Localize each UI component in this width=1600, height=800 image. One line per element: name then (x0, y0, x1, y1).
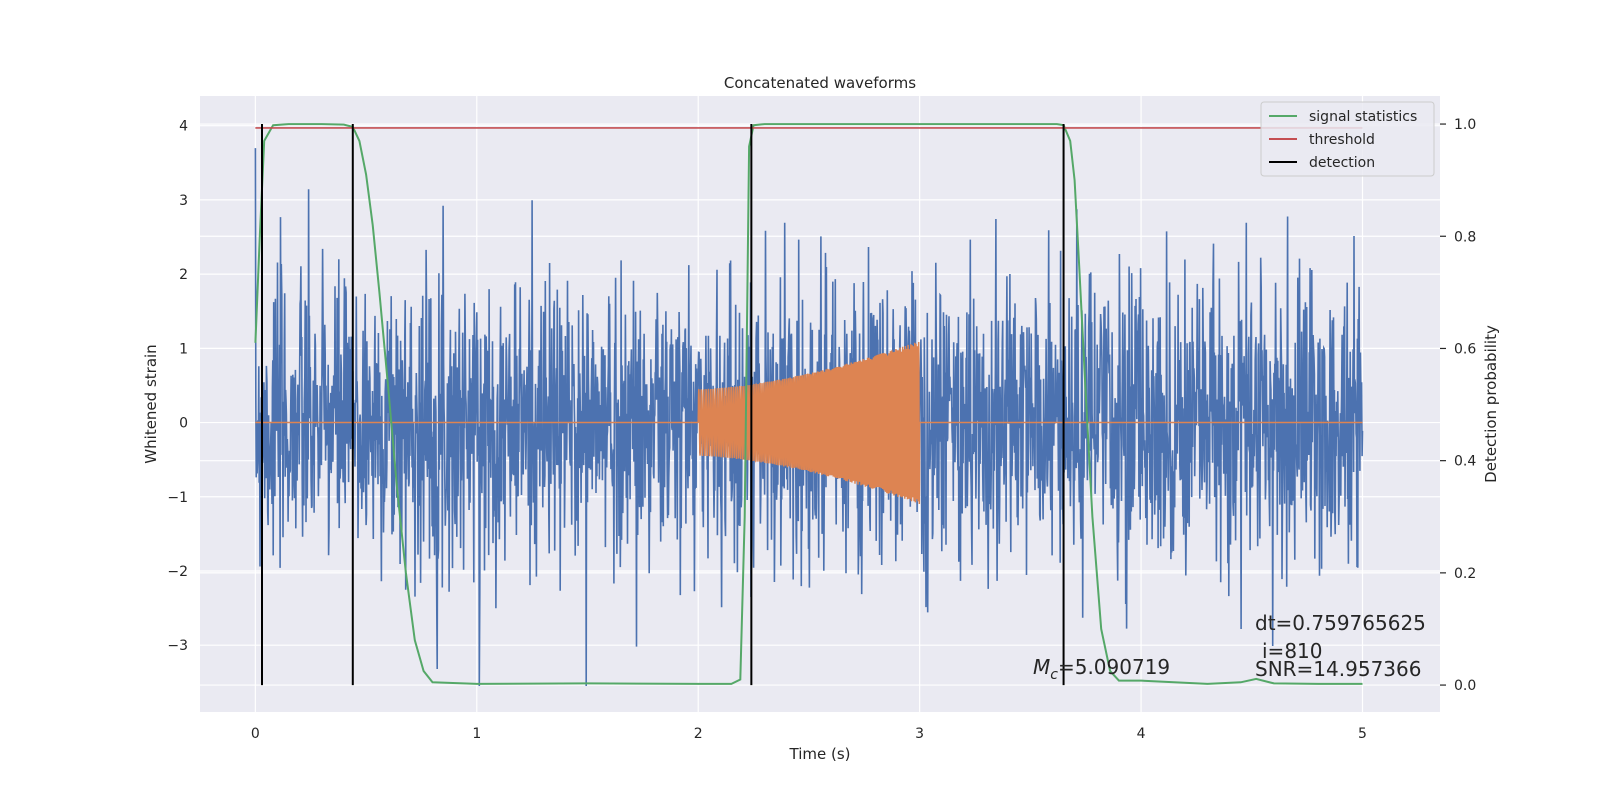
legend-label-threshold: threshold (1309, 132, 1375, 148)
y2-tick-label-1: 0.2 (1454, 566, 1476, 582)
legend-label-detection: detection (1309, 155, 1375, 171)
chirp-mass-annotation: Mc=5.090719 (1033, 655, 1170, 683)
plot-content (254, 123, 1364, 687)
x-axis-label: Time (s) (789, 745, 851, 763)
y-tick-label-1: −2 (167, 564, 188, 580)
injected-waveform-series (255, 341, 1363, 505)
y-tick-label-0: −3 (167, 638, 188, 654)
y2-axis-ticks: 0.0 0.2 0.4 0.6 0.8 1.0 (1440, 117, 1476, 694)
y-axis-label: Whitened strain (142, 344, 160, 463)
y2-axis-label: Detection probability (1482, 325, 1500, 483)
y-tick-label-7: 4 (179, 119, 188, 135)
dt-annotation: dt=0.759765625 (1255, 611, 1426, 635)
chirp-mass-value: =5.090719 (1058, 655, 1170, 679)
detection-lines (261, 124, 1065, 686)
legend: signal statistics threshold detection (1260, 101, 1435, 177)
legend-box (1260, 101, 1435, 177)
y-tick-label-5: 2 (179, 267, 188, 283)
signal-statistics-series (254, 123, 1363, 685)
y2-tick-label-3: 0.6 (1454, 341, 1476, 357)
y2-tick-label-4: 0.8 (1454, 229, 1476, 245)
x-tick-label-4: 4 (1137, 726, 1146, 742)
x-tick-label-3: 3 (915, 726, 924, 742)
x-tick-label-5: 5 (1358, 726, 1367, 742)
y2-tick-label-2: 0.4 (1454, 454, 1476, 470)
y-tick-label-6: 3 (179, 193, 188, 209)
snr-annotation: SNR=14.957366 (1255, 657, 1421, 681)
chirp-mass-symbol: M (1033, 655, 1050, 679)
x-tick-label-0: 0 (251, 726, 260, 742)
y2-tick-label-5: 1.0 (1454, 117, 1476, 133)
x-axis-ticks: 0 1 2 3 4 5 (251, 726, 1367, 742)
index-annotation: i=810 (1262, 639, 1323, 663)
x-tick-label-1: 1 (472, 726, 481, 742)
y-tick-label-4: 1 (179, 341, 188, 357)
legend-label-signal: signal statistics (1309, 109, 1417, 125)
y2-tick-label-0: 0.0 (1454, 678, 1476, 694)
chart-title: Concatenated waveforms (724, 74, 916, 92)
y-tick-label-2: −1 (167, 490, 188, 506)
chirp-mass-subscript: c (1050, 667, 1058, 683)
strain-series (254, 148, 1364, 687)
x-tick-label-2: 2 (694, 726, 703, 742)
y-tick-label-3: 0 (179, 416, 188, 432)
y-axis-ticks: −3 −2 −1 0 1 2 3 4 (167, 119, 188, 655)
